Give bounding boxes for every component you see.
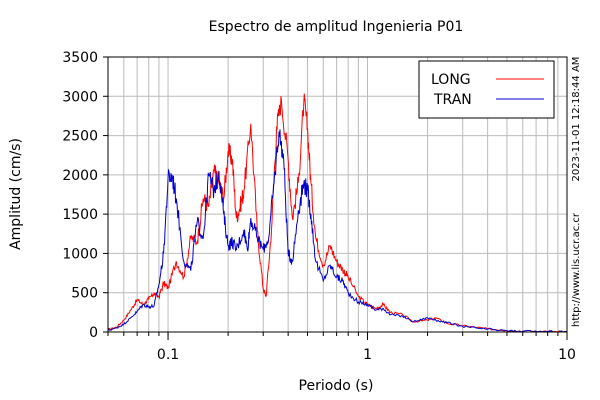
chart-title: Espectro de amplitud Ingenieria P01 xyxy=(209,19,464,35)
x-tick-label: 10 xyxy=(558,347,576,363)
y-tick-label: 500 xyxy=(71,286,98,302)
y-axis-label: Amplitud (cm/s) xyxy=(8,138,24,250)
y-tick-label: 3000 xyxy=(62,89,98,105)
axis-ticks: 0 500 1000 1500 2000 2500 3000 3500 0.1 1 10 xyxy=(62,50,576,363)
grid-lines xyxy=(107,56,568,333)
y-tick-label: 1500 xyxy=(62,207,98,223)
series-lines xyxy=(107,93,568,333)
legend-box xyxy=(418,60,555,119)
y-tick-label: 2500 xyxy=(62,129,98,145)
x-tick-label: 1 xyxy=(363,347,372,363)
plot-frame xyxy=(107,56,568,333)
legend-label-long: LONG xyxy=(431,72,471,88)
x-axis-label: Periodo (s) xyxy=(299,378,374,394)
y-tick-label: 2000 xyxy=(62,168,98,184)
y-tick-label: 3500 xyxy=(62,50,98,66)
legend-label-tran: TRAN xyxy=(433,92,472,108)
timestamp-label: 2023-11-01 12:18:44 AM xyxy=(571,57,582,182)
y-tick-label: 0 xyxy=(89,325,98,341)
y-tick-label: 1000 xyxy=(62,246,98,262)
source-url-label: http://www.lis.ucr.ac.cr xyxy=(571,212,582,327)
x-tick-label: 0.1 xyxy=(157,347,179,363)
series-line-tran xyxy=(107,129,568,333)
legend: LONG TRAN xyxy=(418,60,555,119)
